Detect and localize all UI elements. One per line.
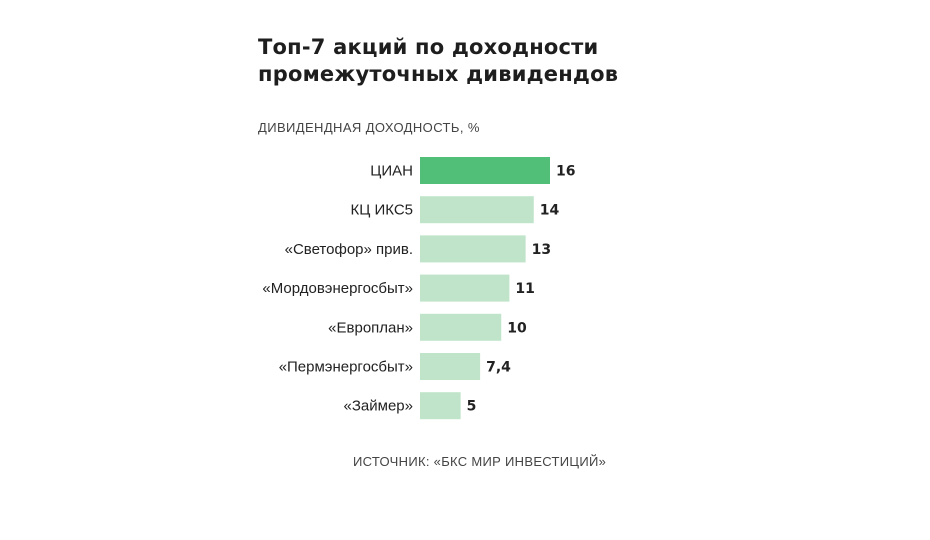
bar [420, 196, 534, 224]
category-label: «Европлан» [328, 319, 413, 336]
category-label: ЦИАН [370, 163, 413, 180]
bar [420, 274, 510, 302]
bar [420, 235, 526, 263]
chart-title: Топ-7 акций по доходности промежуточных … [258, 35, 619, 86]
category-label: КЦ ИКС5 [350, 202, 413, 219]
bar [420, 392, 461, 420]
source-note: ИСТОЧНИК: «БКС МИР ИНВЕСТИЦИЙ» [353, 454, 607, 469]
bar [420, 353, 481, 380]
bar [420, 157, 550, 184]
value-label: 16 [556, 164, 575, 180]
value-label: 7,4 [486, 360, 511, 376]
value-label: 10 [507, 320, 527, 336]
category-label: «Светофор» прив. [285, 241, 413, 258]
value-label: 14 [540, 203, 560, 219]
category-label: «Пермэнергосбыт» [279, 359, 413, 376]
axis-label: ДИВИДЕНДНАЯ ДОХОДНОСТЬ, % [258, 120, 480, 135]
value-label: 11 [515, 281, 534, 297]
category-label: «Займер» [344, 398, 413, 415]
bar [420, 313, 502, 341]
value-label: 13 [532, 242, 551, 258]
category-label: «Мордовэнергосбыт» [262, 280, 413, 297]
value-label: 5 [467, 399, 477, 415]
